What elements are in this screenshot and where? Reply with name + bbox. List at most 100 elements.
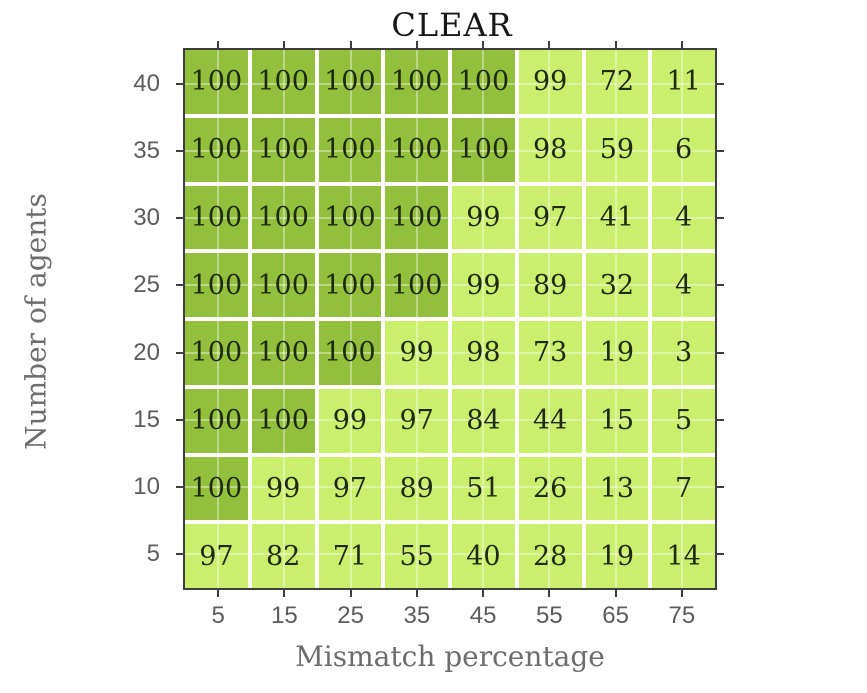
cell-value: 100 xyxy=(190,66,243,98)
y-tick-label-30: 30 xyxy=(133,204,160,232)
heatmap-cell-y35-x75: 6 xyxy=(652,117,715,182)
tick-mark xyxy=(176,418,183,421)
heatmap-cell-y5-x55: 28 xyxy=(518,524,582,588)
cell-value: 3 xyxy=(675,337,693,369)
cell-value: 100 xyxy=(190,269,243,301)
chart-title: CLEAR xyxy=(391,6,513,44)
cell-value: 11 xyxy=(666,66,701,98)
x-tick-label-25: 25 xyxy=(337,602,364,629)
tick-mark xyxy=(717,351,724,354)
heatmap-cell-y35-x25: 100 xyxy=(318,117,382,182)
y-tick-label-40: 40 xyxy=(133,69,160,97)
cell-value: 100 xyxy=(190,472,243,504)
heatmap-cell-y20-x15: 100 xyxy=(251,321,315,385)
cell-value: 99 xyxy=(265,472,301,504)
cell-value: 14 xyxy=(666,540,701,572)
cell-value: 40 xyxy=(466,540,501,572)
y-tick-label-20: 20 xyxy=(133,338,160,366)
heatmap-cell-y30-x25: 100 xyxy=(318,185,382,250)
heatmap-cell-y10-x65: 13 xyxy=(585,456,649,521)
heatmap-cell-y25-x25: 100 xyxy=(318,253,382,317)
cell-value: 100 xyxy=(257,337,309,369)
heatmap-cell-y20-x5: 100 xyxy=(185,321,248,385)
y-tick-label-35: 35 xyxy=(133,136,160,164)
tick-mark xyxy=(217,590,220,597)
cell-value: 100 xyxy=(257,134,309,166)
cell-value: 100 xyxy=(257,269,309,301)
heatmap-cell-y25-x65: 32 xyxy=(585,253,649,317)
tick-mark xyxy=(176,284,183,287)
heatmap-cell-y5-x75: 14 xyxy=(652,524,715,588)
cell-value: 6 xyxy=(675,134,693,166)
cell-value: 100 xyxy=(390,66,443,98)
cell-value: 73 xyxy=(532,337,568,369)
cell-value: 100 xyxy=(390,269,443,301)
x-axis-tick-labels: 5 15 25 35 45 55 65 75 xyxy=(183,602,717,634)
heatmap-cell-y30-x15: 100 xyxy=(251,185,315,250)
x-tick-label-35: 35 xyxy=(403,602,431,629)
cell-value: 89 xyxy=(399,472,434,504)
heatmap-cell-y30-x45: 99 xyxy=(452,185,515,250)
heatmap-cell-y20-x45: 98 xyxy=(452,321,515,385)
heatmap-cell-y20-x75: 3 xyxy=(652,321,715,385)
tick-mark xyxy=(717,486,724,489)
tick-mark xyxy=(176,82,183,85)
heatmap-plot: 100 100 100 100 100 99 72 11 100 100 100 100 100 98 59… xyxy=(176,41,724,597)
y-tick-label-10: 10 xyxy=(133,473,160,501)
cell-value: 72 xyxy=(599,66,635,98)
tick-mark xyxy=(548,590,551,597)
x-tick-label-65: 65 xyxy=(602,602,629,629)
tick-mark xyxy=(349,590,352,597)
cell-value: 100 xyxy=(324,269,376,301)
cell-value: 100 xyxy=(257,66,309,98)
heatmap-cells: 100 100 100 100 100 99 72 11 100 100 100 100 100 98 59… xyxy=(185,50,715,588)
x-tick-label-15: 15 xyxy=(271,602,298,629)
cell-value: 4 xyxy=(675,269,693,301)
cell-value: 97 xyxy=(332,472,368,504)
cell-value: 100 xyxy=(324,337,376,369)
cell-value: 100 xyxy=(190,134,243,166)
heatmap-cell-y20-x35: 99 xyxy=(385,321,448,385)
heatmap-cell-y10-x15: 99 xyxy=(251,456,315,521)
cell-value: 100 xyxy=(190,405,243,437)
cell-value: 89 xyxy=(532,269,568,301)
cell-value: 5 xyxy=(675,405,693,437)
heatmap-cell-y35-x45: 100 xyxy=(452,117,515,182)
x-tick-label-5: 5 xyxy=(211,602,225,629)
cell-value: 99 xyxy=(466,269,501,301)
heatmap-cell-y15-x65: 15 xyxy=(585,388,649,453)
heatmap-cell-y35-x15: 100 xyxy=(251,117,315,182)
tick-mark xyxy=(176,553,183,556)
cell-value: 99 xyxy=(332,405,368,437)
tick-mark xyxy=(717,284,724,287)
x-tick-label-45: 45 xyxy=(469,602,497,629)
heatmap-cell-y25-x15: 100 xyxy=(251,253,315,317)
tick-mark xyxy=(680,590,683,597)
cell-value: 84 xyxy=(466,405,501,437)
heatmap-cell-y35-x5: 100 xyxy=(185,117,248,182)
cell-value: 19 xyxy=(599,540,635,572)
heatmap-cell-y30-x35: 100 xyxy=(385,185,448,250)
cell-value: 44 xyxy=(532,405,568,437)
heatmap-cell-y40-x5: 100 xyxy=(185,50,248,114)
x-axis-label: Mismatch percentage xyxy=(295,640,605,673)
tick-mark xyxy=(482,590,485,597)
cell-value: 59 xyxy=(599,134,635,166)
cell-value: 13 xyxy=(599,472,635,504)
heatmap-cell-y40-x55: 99 xyxy=(518,50,582,114)
heatmap-cell-y40-x65: 72 xyxy=(585,50,649,114)
cell-value: 100 xyxy=(390,201,443,233)
heatmap-cell-y35-x55: 98 xyxy=(518,117,582,182)
cell-value: 41 xyxy=(599,201,635,233)
cell-value: 100 xyxy=(190,201,243,233)
heatmap-cell-y5-x45: 40 xyxy=(452,524,515,588)
cell-value: 19 xyxy=(599,337,635,369)
tick-mark xyxy=(176,351,183,354)
heatmap-cell-y15-x45: 84 xyxy=(452,388,515,453)
cell-value: 99 xyxy=(466,201,501,233)
heatmap-cell-y30-x55: 97 xyxy=(518,185,582,250)
tick-mark xyxy=(614,590,617,597)
tick-mark xyxy=(717,149,724,152)
cell-value: 100 xyxy=(257,405,309,437)
cell-value: 51 xyxy=(466,472,501,504)
